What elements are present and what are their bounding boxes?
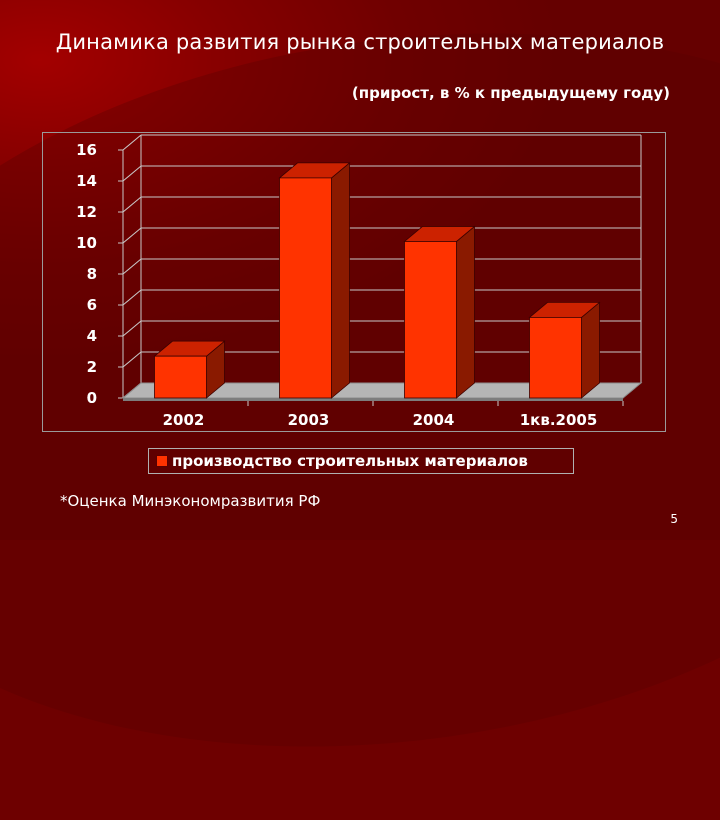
chart-frame: 0 2 4 6 8 10 12 14 16 2002 2003 2004 1кв.2005	[42, 132, 666, 432]
slide-title: Динамика развития рынка строительных мат…	[55, 30, 665, 54]
side-gridline	[122, 351, 142, 368]
bar	[154, 355, 207, 399]
side-gridline	[122, 196, 142, 213]
x-tick-label: 2004	[413, 411, 455, 429]
page-number: 5	[670, 512, 678, 526]
y-tick-label: 0	[87, 389, 97, 407]
bar	[404, 241, 457, 399]
side-gridline	[122, 165, 142, 182]
bar-side	[581, 301, 600, 399]
bar	[529, 316, 582, 399]
chart-floor-edge	[123, 398, 623, 401]
side-gridline	[122, 227, 142, 244]
y-tick-label: 4	[87, 327, 97, 345]
slide-background	[0, 0, 720, 540]
y-tick-label: 12	[76, 203, 97, 221]
legend-label: производство строительных материалов	[172, 452, 528, 470]
bar-side	[456, 225, 475, 399]
side-gridline	[122, 320, 142, 337]
x-tick-label: 2002	[163, 411, 205, 429]
chart-legend: производство строительных материалов	[148, 448, 574, 474]
bar	[279, 177, 332, 399]
bar-chart: 0 2 4 6 8 10 12 14 16 2002 2003 2004 1кв.2005	[76, 134, 643, 429]
side-gridline	[122, 134, 142, 151]
legend-swatch	[156, 455, 168, 467]
y-tick-label: 14	[76, 172, 97, 190]
side-gridline	[122, 289, 142, 306]
side-gridline	[122, 258, 142, 275]
y-tick-label: 16	[76, 141, 97, 159]
y-tick-label: 2	[87, 358, 97, 376]
x-tick-label: 2003	[288, 411, 330, 429]
y-tick-label: 10	[76, 234, 97, 252]
x-tick-label: 1кв.2005	[520, 411, 598, 429]
y-tick-label: 8	[87, 265, 97, 283]
y-tick-label: 6	[87, 296, 97, 314]
footnote: *Оценка Минэкономразвития РФ	[60, 492, 321, 510]
bar-side	[331, 162, 350, 399]
chart-subtitle: (прирост, в % к предыдущему году)	[351, 84, 670, 102]
